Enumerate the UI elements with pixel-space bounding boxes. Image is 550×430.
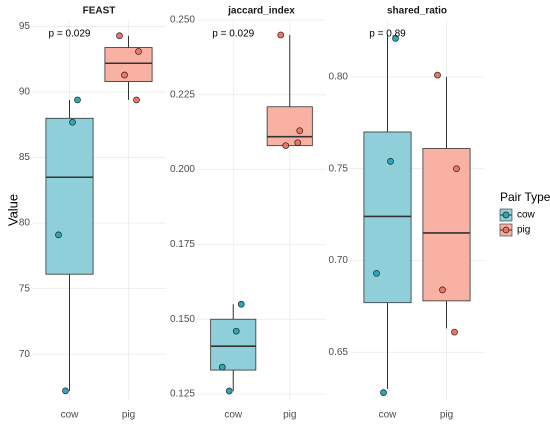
point [69, 118, 76, 126]
legend-key-point [502, 226, 510, 234]
panel-title: FEAST [83, 6, 116, 17]
x-tick-label: cow [61, 410, 80, 421]
point [135, 48, 142, 55]
y-tick-label: 0.75 [329, 163, 349, 174]
legend-title: Pair Type [500, 190, 550, 204]
point [232, 327, 240, 335]
legend-key-point [502, 211, 510, 219]
y-tick-label: 85 [19, 152, 31, 163]
point [218, 363, 226, 371]
y-tick-label: 0.80 [329, 72, 349, 83]
point [439, 286, 446, 294]
point [392, 35, 399, 42]
y-axis-title: Value [5, 194, 20, 226]
p-value: p = 0.89 [369, 29, 406, 40]
y-tick-label: 75 [19, 283, 31, 294]
legend-label: pig [517, 225, 530, 236]
point [373, 269, 380, 277]
point [387, 158, 394, 165]
y-tick-label: 0.70 [329, 255, 349, 266]
box [422, 148, 471, 302]
box [104, 47, 153, 82]
box [45, 117, 94, 275]
box [266, 106, 313, 147]
y-tick-label: 0.65 [329, 347, 349, 358]
point [296, 127, 304, 135]
y-tick-label: 95 [19, 21, 31, 32]
p-value: p = 0.029 [49, 29, 91, 40]
point [74, 96, 81, 104]
point [294, 139, 302, 147]
y-tick-label: 90 [19, 87, 31, 98]
x-tick-label: pig [122, 410, 135, 421]
legend-label: cow [517, 210, 536, 221]
y-tick-label: 0.200 [170, 164, 195, 175]
x-tick-label: cow [379, 410, 398, 421]
point [62, 387, 69, 395]
y-tick-label: 0.150 [170, 314, 195, 325]
point [453, 165, 460, 173]
x-tick-label: pig [440, 410, 453, 421]
point [277, 31, 285, 39]
point [380, 389, 387, 397]
point [133, 96, 140, 104]
box [363, 131, 412, 304]
y-tick-label: 0.175 [170, 239, 195, 250]
point [116, 32, 123, 40]
y-tick-label: 0.125 [170, 389, 195, 400]
panel-title: shared_ratio [387, 6, 447, 17]
point [282, 142, 290, 150]
y-tick-label: 70 [19, 349, 31, 360]
point [451, 328, 458, 336]
point [434, 71, 441, 79]
panel-title: jaccard_index [227, 6, 295, 17]
y-tick-label: 0.225 [170, 89, 195, 100]
x-tick-label: cow [224, 410, 243, 421]
y-tick-label: 80 [19, 218, 31, 229]
x-tick-label: pig [283, 410, 296, 421]
point [55, 231, 62, 239]
point [225, 387, 233, 395]
p-value: p = 0.029 [212, 29, 254, 40]
y-tick-label: 0.250 [170, 15, 195, 26]
point [237, 300, 245, 308]
point [121, 71, 128, 79]
box [210, 318, 257, 371]
